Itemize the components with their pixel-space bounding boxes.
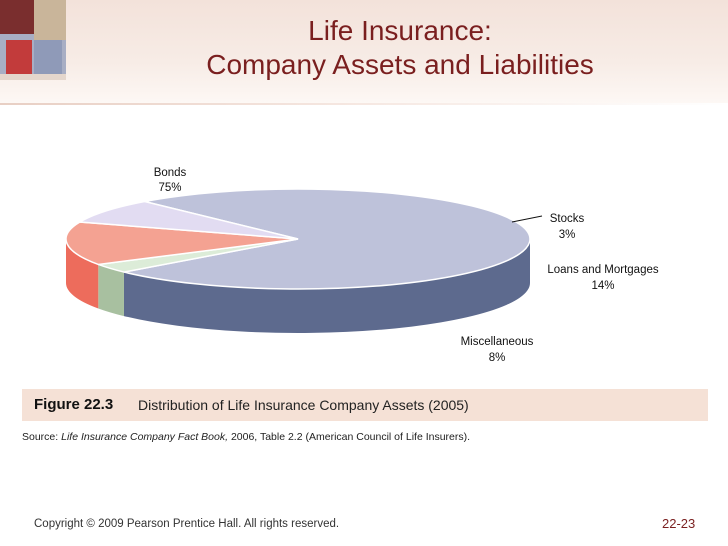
label-miscellaneous: Miscellaneous xyxy=(461,336,534,348)
slide-title: Life Insurance: Company Assets and Liabi… xyxy=(0,14,728,82)
label-bonds: Bonds xyxy=(154,167,187,179)
figure-label: Figure 22.3 xyxy=(34,396,114,413)
side-bonds xyxy=(123,239,530,334)
page-number: 22-23 xyxy=(662,516,696,531)
side-stocks xyxy=(98,264,124,317)
title-line-2: Company Assets and Liabilities xyxy=(206,49,594,80)
copyright-text: Copyright © 2009 Pearson Prentice Hall. … xyxy=(34,518,340,530)
title-divider xyxy=(0,103,728,105)
value-label-miscellaneous: 8% xyxy=(489,352,506,364)
label-stocks: Stocks xyxy=(550,213,585,225)
leader-line-stocks xyxy=(511,215,543,223)
source-title: Life Insurance Company Fact Book, xyxy=(61,431,229,443)
title-band xyxy=(0,0,728,104)
pie-chart: Bonds 75% Stocks 3% Loans and Mortgages 14% Mi… xyxy=(65,167,659,364)
value-label-bonds: 75% xyxy=(158,182,181,194)
corner-image xyxy=(0,0,66,80)
figure-caption: Figure 22.3 Distribution of Life Insuran… xyxy=(22,389,708,421)
value-label-stocks: 3% xyxy=(559,229,576,241)
figure-caption-text: Distribution of Life Insurance Company A… xyxy=(138,397,469,413)
title-line-1: Life Insurance: xyxy=(308,15,492,46)
value-label-loans-and-mortgages: 14% xyxy=(591,280,614,292)
source-note: Source: Life Insurance Company Fact Book… xyxy=(22,431,470,443)
side-loans-and-mortgages xyxy=(66,239,99,309)
slice-miscellaneous xyxy=(77,200,299,240)
slice-bonds xyxy=(123,188,531,290)
slice-loans-and-mortgages xyxy=(65,221,299,266)
label-loans-and-mortgages: Loans and Mortgages xyxy=(547,264,658,276)
source-rest: 2006, Table 2.2 (American Council of Lif… xyxy=(228,431,471,443)
source-prefix: Source: xyxy=(22,431,62,443)
